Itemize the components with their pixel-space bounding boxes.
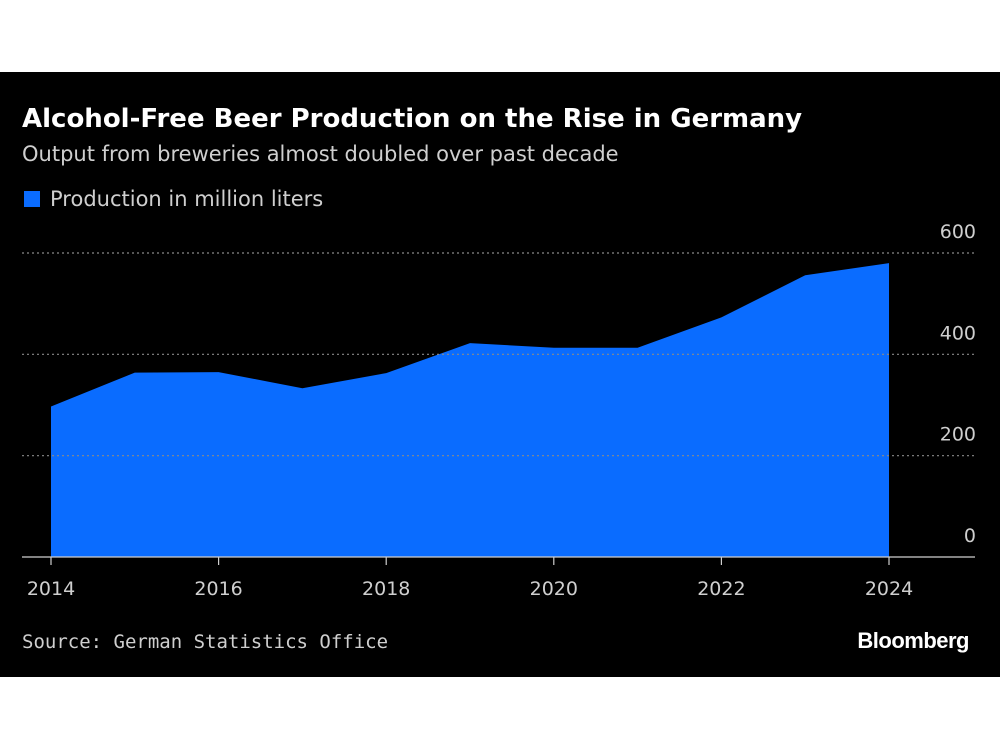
x-tick-label-2016: 2016	[194, 578, 242, 600]
bloomberg-logo: Bloomberg	[857, 628, 969, 653]
y-tick-label-600: 600	[940, 221, 976, 243]
area-chart: 0 200 400 600 2014 2016 2018 2020 2022 2024	[22, 221, 976, 600]
legend-label: Production in million liters	[50, 187, 324, 211]
y-tick-label-200: 200	[940, 424, 976, 446]
chart-subtitle: Output from breweries almost doubled ove…	[22, 142, 619, 166]
legend-swatch	[24, 191, 40, 207]
source-note: Source: German Statistics Office	[22, 631, 389, 653]
chart-legend: Production in million liters	[24, 187, 323, 211]
chart-panel: Alcohol-Free Beer Production on the Rise…	[0, 72, 1000, 677]
x-tick-label-2024: 2024	[865, 578, 913, 600]
x-tick-label-2018: 2018	[362, 578, 410, 600]
series-area	[51, 263, 889, 557]
x-tick-label-2022: 2022	[697, 578, 745, 600]
y-tick-label-400: 400	[940, 322, 976, 344]
x-tick-label-2020: 2020	[530, 578, 578, 600]
y-tick-label-0: 0	[964, 525, 976, 547]
x-tick-label-2014: 2014	[27, 578, 75, 600]
chart-title: Alcohol-Free Beer Production on the Rise…	[22, 104, 803, 134]
